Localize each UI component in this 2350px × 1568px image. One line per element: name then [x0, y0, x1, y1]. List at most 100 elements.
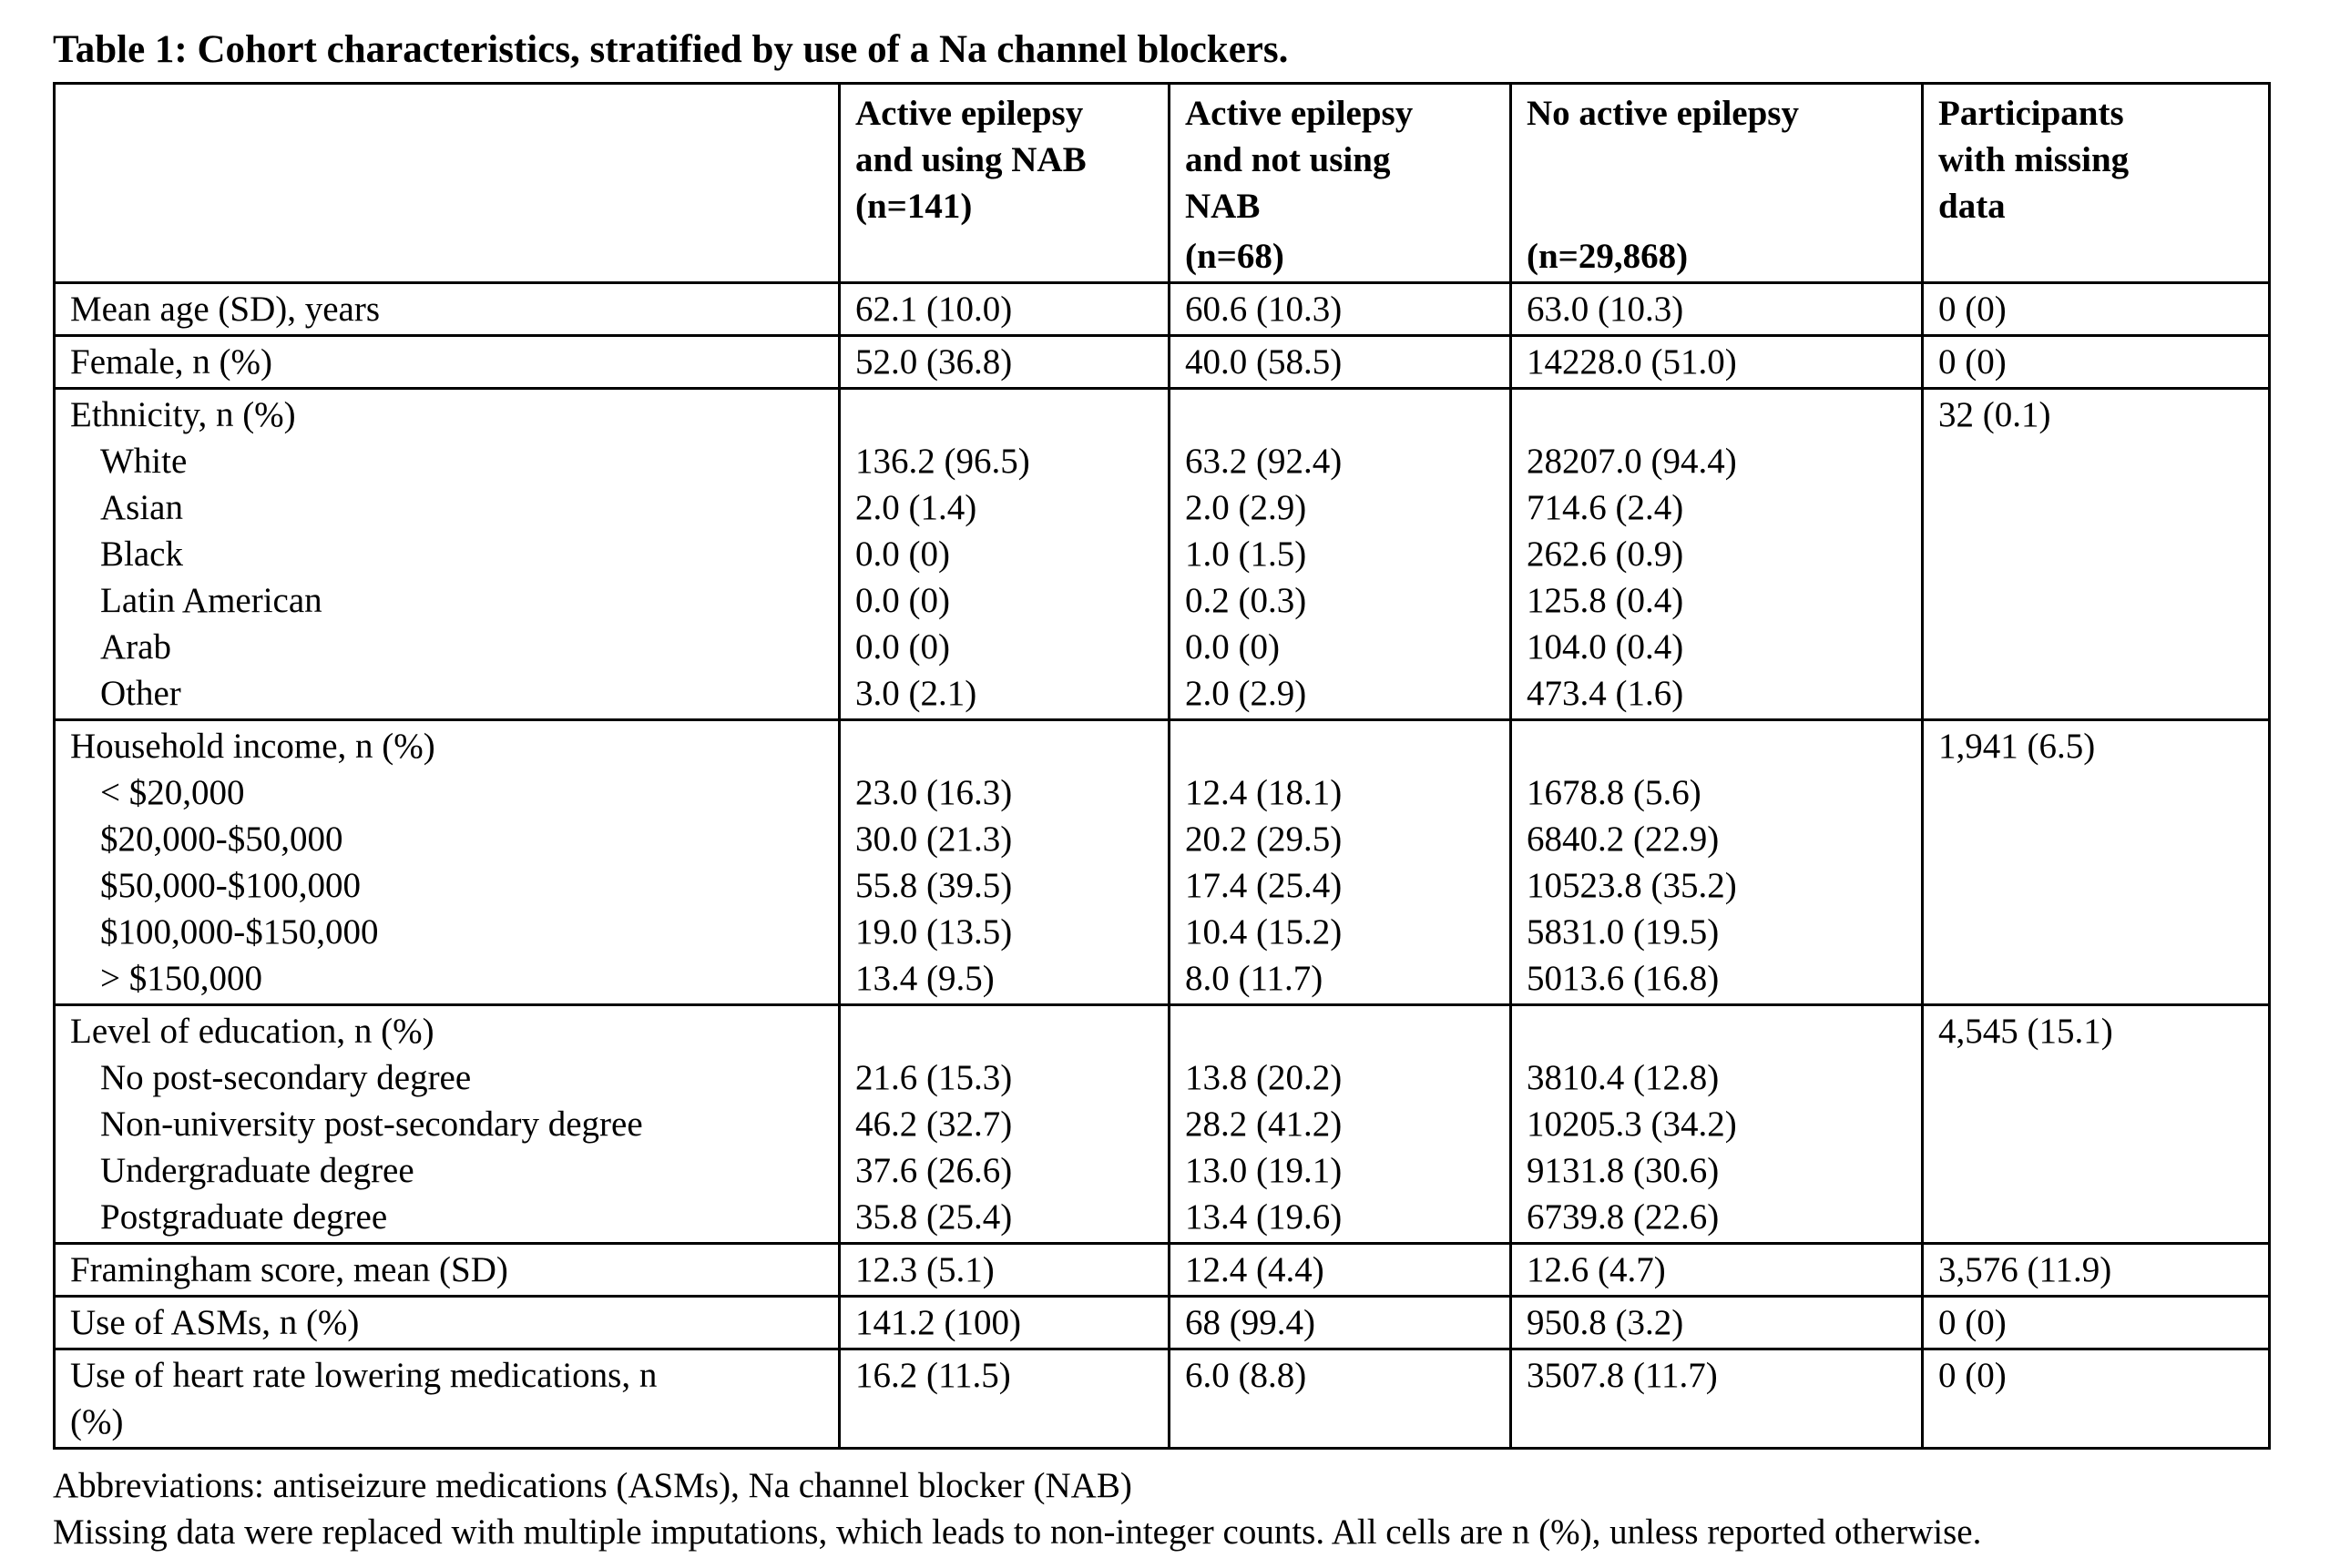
- sub-row-label: Undergraduate degree: [100, 1151, 414, 1190]
- cell-value: 0.0 (0): [855, 581, 950, 620]
- cell-value: 40.0 (58.5): [1185, 342, 1343, 382]
- data-cell: 32 (0.1): [1921, 387, 2271, 721]
- column-header-line: and not using: [1185, 140, 1391, 179]
- data-cell: 950.8 (3.2): [1509, 1295, 1924, 1350]
- header-spacer: [1527, 137, 1912, 233]
- cell-value: 1678.8 (5.6): [1527, 773, 1701, 812]
- data-cell: 136.2 (96.5) 2.0 (1.4) 0.0 (0) 0.0 (0) 0.0 (…: [838, 387, 1170, 721]
- data-cell: 21.6 (15.3) 46.2 (32.7) 37.6 (26.6) 35.8 (2…: [838, 1003, 1170, 1245]
- data-cell: 0 (0): [1921, 334, 2271, 390]
- cell-value: [1185, 723, 1500, 769]
- cell-value: [1938, 577, 2259, 624]
- column-header-line: No active epilepsy: [1527, 94, 1799, 133]
- cell-value: 6.0 (8.8): [1185, 1356, 1307, 1395]
- cell-value: 12.3 (5.1): [855, 1250, 995, 1289]
- cell-value: 2.0 (2.9): [1185, 488, 1307, 527]
- cell-value: 68 (99.4): [1185, 1303, 1315, 1342]
- cell-value: [1527, 392, 1912, 438]
- cell-value: 0.0 (0): [855, 535, 950, 574]
- column-header-content: [70, 90, 829, 280]
- cell-value: [1938, 862, 2259, 909]
- cell-value: [855, 1008, 1159, 1054]
- cell-value: [1938, 438, 2259, 484]
- cell-value: 16.2 (11.5): [855, 1356, 1011, 1395]
- cell-value: 4,545 (15.1): [1938, 1012, 2113, 1051]
- cell-value: 10523.8 (35.2): [1527, 866, 1737, 905]
- cell-value: 12.4 (4.4): [1185, 1250, 1324, 1289]
- cell-value: [1938, 670, 2259, 717]
- cell-value: [1185, 392, 1500, 438]
- table-row: Ethnicity, n (%) White Asian Black Latin Ame…: [53, 387, 2271, 721]
- column-header-1: Active epilepsy and using NAB (n=141): [838, 82, 1170, 284]
- column-header-line: Active epilepsy: [855, 94, 1084, 133]
- sub-row-label: > $150,000: [100, 959, 262, 998]
- row-label: Household income, n (%): [70, 727, 435, 766]
- cell-value: 32 (0.1): [1938, 395, 2051, 434]
- cell-value: 52.0 (36.8): [855, 342, 1013, 382]
- column-header-line: with missing: [1938, 140, 2130, 179]
- cell-value: 1,941 (6.5): [1938, 727, 2096, 766]
- row-label: Female, n (%): [70, 342, 273, 382]
- row-label: Use of ASMs, n (%): [70, 1303, 360, 1342]
- data-cell: 12.3 (5.1): [838, 1242, 1170, 1298]
- data-cell: 23.0 (16.3) 30.0 (21.3) 55.8 (39.5) 19.0 (1…: [838, 718, 1170, 1006]
- column-header-line: data: [1938, 187, 2006, 226]
- row-label-cell: Mean age (SD), years: [53, 281, 841, 337]
- sub-row-label: Black: [100, 535, 183, 574]
- cohort-table: Active epilepsy and using NAB (n=141) Activ…: [53, 82, 2271, 1450]
- sub-row-label: $20,000-$50,000: [100, 820, 343, 859]
- cell-value: 0 (0): [1938, 1303, 2007, 1342]
- cell-value: 12.6 (4.7): [1527, 1250, 1666, 1289]
- data-cell: 141.2 (100): [838, 1295, 1170, 1350]
- cell-value: 0 (0): [1938, 1356, 2007, 1395]
- data-cell: 12.6 (4.7): [1509, 1242, 1924, 1298]
- row-label: Framingham score, mean (SD): [70, 1250, 508, 1289]
- cell-value: 14228.0 (51.0): [1527, 342, 1737, 382]
- sub-row-label: Non-university post-secondary degree: [100, 1105, 643, 1144]
- cell-value: [1938, 1194, 2259, 1240]
- footnote-missing-data: Missing data were replaced with multiple…: [53, 1512, 1982, 1552]
- data-cell: 40.0 (58.5): [1168, 334, 1512, 390]
- data-cell: 14228.0 (51.0): [1509, 334, 1924, 390]
- cell-value: 23.0 (16.3): [855, 773, 1013, 812]
- cell-value: 19.0 (13.5): [855, 912, 1013, 952]
- cell-value: 2.0 (2.9): [1185, 674, 1307, 713]
- row-label: Use of heart rate lowering medications, …: [70, 1356, 658, 1441]
- data-cell: 63.0 (10.3): [1509, 281, 1924, 337]
- cell-value: 262.6 (0.9): [1527, 535, 1684, 574]
- column-header-content: Active epilepsy and not using NAB (n=68): [1185, 90, 1500, 280]
- cell-value: 3810.4 (12.8): [1527, 1058, 1720, 1097]
- cell-value: 28.2 (41.2): [1185, 1105, 1343, 1144]
- cell-value: 136.2 (96.5): [855, 442, 1030, 481]
- cell-value: 2.0 (1.4): [855, 488, 977, 527]
- cell-value: [855, 723, 1159, 769]
- sub-row-label: Asian: [100, 488, 183, 527]
- cell-value: 17.4 (25.4): [1185, 866, 1343, 905]
- cell-value: 28207.0 (94.4): [1527, 442, 1737, 481]
- sub-row-label: White: [100, 442, 188, 481]
- column-header-content: Active epilepsy and using NAB (n=141): [855, 90, 1159, 280]
- column-header-line: Participants: [1938, 94, 2124, 133]
- cell-value: 473.4 (1.6): [1527, 674, 1684, 713]
- cell-value: [1527, 1008, 1912, 1054]
- cell-value: 0 (0): [1938, 342, 2007, 382]
- cell-value: 21.6 (15.3): [855, 1058, 1013, 1097]
- table-row: Level of education, n (%) No post-seconda…: [53, 1003, 2271, 1245]
- cell-value: 12.4 (18.1): [1185, 773, 1343, 812]
- row-label-cell: Level of education, n (%) No post-seconda…: [53, 1003, 841, 1245]
- header-row: Active epilepsy and using NAB (n=141) Activ…: [53, 82, 2271, 284]
- sub-row-label: Latin American: [100, 581, 322, 620]
- data-cell: 62.1 (10.0): [838, 281, 1170, 337]
- column-header-line: NAB: [1185, 187, 1261, 226]
- cell-value: [1527, 723, 1912, 769]
- cell-value: [1938, 624, 2259, 670]
- cell-value: 0.2 (0.3): [1185, 581, 1307, 620]
- sub-row-label: Other: [100, 674, 181, 713]
- data-cell: 0 (0): [1921, 1348, 2271, 1450]
- data-cell: 16.2 (11.5): [838, 1348, 1170, 1450]
- data-cell: 3810.4 (12.8) 10205.3 (34.2) 9131.8 (30.6)…: [1509, 1003, 1924, 1245]
- cell-value: 13.0 (19.1): [1185, 1151, 1343, 1190]
- data-cell: 12.4 (4.4): [1168, 1242, 1512, 1298]
- table-row: Mean age (SD), years 62.1 (10.0) 60.6 (10.…: [53, 281, 2271, 337]
- cell-value: [1938, 1147, 2259, 1194]
